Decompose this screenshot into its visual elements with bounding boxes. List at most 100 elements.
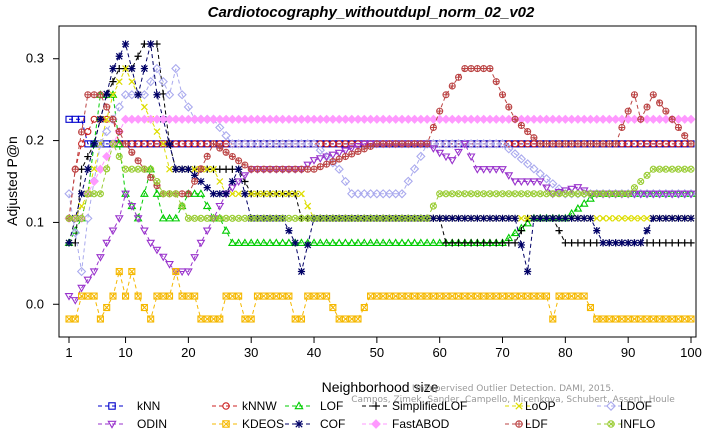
data-point-loop [191, 165, 199, 173]
data-point-odin [359, 140, 369, 149]
data-point-lof [422, 238, 432, 246]
x-tick-label: 90 [621, 345, 635, 360]
data-point-odin [89, 268, 99, 277]
data-point-loop [260, 190, 268, 198]
data-point-lof [234, 238, 244, 246]
data-point-ldof [516, 154, 527, 164]
data-point-cof [624, 239, 632, 247]
data-point-cof [593, 227, 601, 235]
series-kdeos [65, 267, 695, 323]
data-point-fastabod [202, 114, 212, 124]
data-point-ldf [429, 123, 437, 132]
data-point-ldf [630, 91, 639, 99]
data-point-odin [485, 166, 495, 174]
data-point-ldof [158, 76, 168, 87]
data-point-lof [435, 238, 445, 246]
data-point-odin [661, 190, 671, 199]
data-point-lof [259, 238, 269, 246]
data-point-odin [491, 166, 501, 174]
data-point-lof [366, 238, 375, 246]
data-point-inflo [178, 202, 186, 210]
data-point-lof [139, 189, 149, 197]
data-point-ldof [70, 227, 80, 238]
data-point-cof [492, 214, 500, 222]
data-point-odin [77, 284, 86, 293]
data-point-ldf [404, 140, 412, 148]
data-point-fastabod [246, 114, 256, 124]
data-point-ldf [341, 152, 349, 161]
data-point-lof [410, 238, 419, 246]
data-point-odin [466, 153, 476, 162]
data-point-ldof [340, 176, 351, 187]
data-point-ldf [121, 140, 130, 148]
data-point-fastabod [240, 114, 250, 124]
data-point-fastabod [504, 114, 514, 124]
data-point-loop [115, 78, 123, 86]
data-point-odin [215, 202, 225, 211]
data-point-ldf [235, 157, 243, 165]
data-point-fastabod [579, 114, 589, 124]
data-point-simplifiedlof [109, 78, 117, 86]
data-point-cof [655, 214, 664, 222]
data-point-odin [655, 190, 664, 199]
data-point-ldf [354, 147, 362, 156]
legend: kNN kNNW LOF SimplifiedLOF LoOP LDOF ODIN KDEOS… [98, 399, 655, 431]
data-point-ldf [530, 134, 538, 142]
data-point-ldf [367, 142, 375, 150]
data-point-fastabod [403, 114, 413, 124]
data-point-odin [642, 190, 652, 199]
data-point-fastabod [466, 114, 476, 124]
data-point-ldof [296, 139, 307, 149]
data-point-fastabod [661, 114, 671, 124]
data-point-kdeos [473, 292, 481, 300]
data-point-ldf [687, 140, 695, 148]
data-point-fastabod [347, 114, 357, 124]
data-point-lof [202, 201, 212, 210]
data-point-ldf [90, 91, 98, 99]
data-point-odin [454, 148, 463, 157]
data-point-ldf [442, 91, 450, 99]
data-point-simplifiedlof [473, 239, 481, 247]
data-point-fastabod [453, 114, 464, 124]
data-point-odin [523, 178, 533, 187]
series-fastabod [64, 114, 696, 223]
data-point-cof [524, 267, 532, 276]
data-point-fastabod [296, 114, 307, 124]
data-point-inflo [637, 177, 645, 186]
data-point-cof [228, 177, 236, 186]
data-point-odin [347, 145, 357, 153]
data-point-fastabod [541, 114, 552, 124]
data-point-fastabod [309, 114, 319, 124]
data-point-fastabod [497, 114, 508, 124]
data-point-cof [128, 64, 136, 73]
data-point-odin [146, 239, 156, 248]
data-point-loop [254, 190, 261, 198]
data-point-ldf [574, 140, 582, 148]
data-point-ldof [472, 139, 483, 149]
data-point-loop [203, 165, 211, 173]
data-point-fastabod [567, 114, 577, 124]
data-point-fastabod [554, 114, 564, 124]
data-point-ldof [529, 164, 539, 174]
data-point-simplifiedlof [153, 40, 161, 48]
data-point-cof [147, 40, 155, 48]
data-point-ldof [372, 189, 382, 199]
data-point-ldf [417, 140, 425, 148]
data-point-loop [128, 78, 136, 86]
data-point-ldf [291, 165, 299, 173]
data-point-odin [139, 227, 149, 236]
data-point-fastabod [441, 114, 451, 124]
legend-swatch-marker [606, 401, 616, 411]
data-point-odin [102, 239, 112, 248]
data-point-lof [579, 199, 589, 207]
data-point-loop [593, 214, 601, 222]
data-point-loop [279, 190, 287, 198]
data-point-ldf [542, 140, 551, 148]
data-point-ldf [78, 128, 86, 136]
data-point-inflo [423, 214, 431, 222]
data-point-simplifiedlof [222, 165, 230, 173]
data-point-ldof [378, 189, 388, 199]
data-point-fastabod [328, 114, 338, 124]
data-point-lof [586, 194, 595, 202]
data-point-odin [686, 190, 696, 199]
